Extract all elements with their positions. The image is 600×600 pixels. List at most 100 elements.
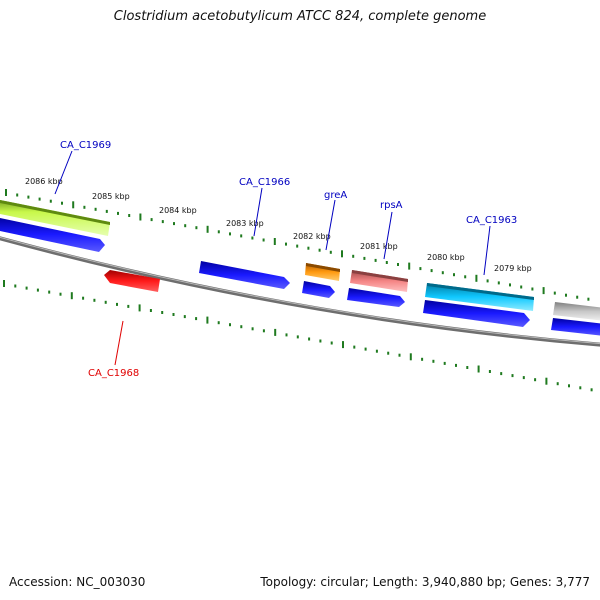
minor-tick — [94, 207, 97, 211]
gene-label[interactable]: CA_C1969 — [60, 140, 111, 151]
map-title: Clostridium acetobutylicum ATCC 824, com… — [113, 9, 487, 24]
minor-tick — [117, 211, 119, 215]
gene-feature[interactable] — [0, 217, 105, 252]
minor-tick — [430, 269, 433, 273]
minor-tick — [319, 339, 322, 343]
minor-tick — [387, 351, 390, 355]
minor-tick — [161, 220, 164, 224]
minor-tick — [363, 256, 366, 260]
minor-tick — [318, 248, 321, 252]
minor-tick — [48, 290, 51, 294]
minor-tick — [217, 321, 220, 325]
minor-tick — [183, 315, 186, 319]
major-tick — [72, 201, 75, 209]
minor-tick — [579, 386, 582, 390]
minor-tick — [195, 317, 198, 321]
major-tick — [408, 262, 411, 270]
minor-tick — [397, 263, 399, 266]
major-tick — [138, 304, 141, 312]
gene-feature[interactable] — [350, 270, 408, 292]
major-tick — [3, 280, 5, 287]
gene-feature[interactable] — [423, 300, 530, 327]
major-tick — [477, 365, 480, 373]
minor-tick — [93, 298, 96, 302]
minor-tick — [453, 273, 455, 277]
minor-tick — [374, 258, 377, 262]
minor-tick — [500, 372, 503, 376]
minor-tick — [59, 292, 62, 296]
minor-tick — [307, 246, 310, 250]
major-tick — [139, 213, 142, 221]
tick-label: 2082 kbp — [293, 232, 331, 241]
gene-feature[interactable] — [425, 283, 534, 311]
minor-tick — [217, 230, 220, 234]
minor-tick — [432, 359, 435, 363]
minor-tick — [36, 288, 39, 292]
gene-feature[interactable] — [551, 318, 600, 336]
minor-tick — [534, 378, 537, 382]
minor-tick — [364, 347, 367, 351]
gene-feature[interactable] — [553, 302, 600, 321]
accession-label: Accession: NC_003030 — [9, 575, 146, 589]
minor-tick — [127, 304, 130, 308]
gene-feature[interactable] — [104, 270, 160, 292]
minor-tick — [229, 323, 231, 327]
tick-label: 2085 kbp — [92, 192, 130, 201]
minor-tick — [511, 374, 514, 378]
minor-tick — [375, 349, 378, 353]
minor-tick — [522, 376, 525, 380]
major-tick — [475, 274, 478, 282]
leader-line — [54, 150, 73, 195]
minor-tick — [161, 311, 164, 314]
minor-tick — [285, 333, 288, 337]
minor-tick — [421, 357, 424, 361]
minor-tick — [296, 244, 299, 248]
gene-label[interactable]: CA_C1963 — [466, 215, 517, 226]
minor-tick — [173, 222, 175, 226]
tick-label: 2080 kbp — [427, 253, 465, 262]
major-tick — [206, 316, 209, 324]
minor-tick — [590, 388, 593, 392]
minor-tick — [441, 271, 444, 275]
minor-tick — [455, 363, 457, 367]
gene-label[interactable]: rpsA — [380, 200, 403, 211]
major-tick — [341, 250, 343, 258]
gene-feature[interactable] — [347, 288, 405, 307]
tick-label: 2079 kbp — [494, 264, 532, 273]
minor-tick — [565, 293, 567, 297]
minor-tick — [14, 284, 17, 288]
gene-feature[interactable] — [305, 263, 340, 281]
minor-tick — [27, 195, 30, 199]
leader-line — [383, 211, 393, 260]
gene-feature[interactable] — [199, 261, 290, 289]
minor-tick — [49, 199, 52, 203]
minor-tick — [488, 370, 491, 373]
tick-label: 2086 kbp — [25, 177, 63, 186]
minor-tick — [398, 353, 401, 357]
minor-tick — [568, 384, 570, 388]
minor-tick — [240, 234, 243, 238]
major-tick — [342, 341, 344, 349]
minor-tick — [149, 309, 152, 312]
minor-tick — [308, 337, 311, 341]
minor-tick — [184, 224, 187, 228]
gene-label[interactable]: CA_C1966 — [239, 177, 290, 188]
minor-tick — [385, 261, 388, 264]
major-tick — [274, 328, 277, 336]
gene-feature[interactable] — [302, 281, 335, 298]
minor-tick — [262, 238, 265, 242]
minor-tick — [576, 295, 579, 299]
gene-label[interactable]: greA — [324, 190, 347, 201]
leader-line — [114, 320, 124, 366]
minor-tick — [128, 214, 131, 217]
minor-tick — [25, 286, 28, 290]
gene-label[interactable]: CA_C1968 — [88, 368, 139, 379]
minor-tick — [150, 218, 153, 222]
minor-tick — [262, 329, 265, 333]
major-tick — [409, 353, 412, 361]
minor-tick — [329, 250, 332, 254]
topology-label: Topology: circular; Length: 3,940,880 bp… — [260, 575, 590, 589]
minor-tick — [464, 275, 467, 279]
gene-feature[interactable] — [0, 199, 110, 236]
